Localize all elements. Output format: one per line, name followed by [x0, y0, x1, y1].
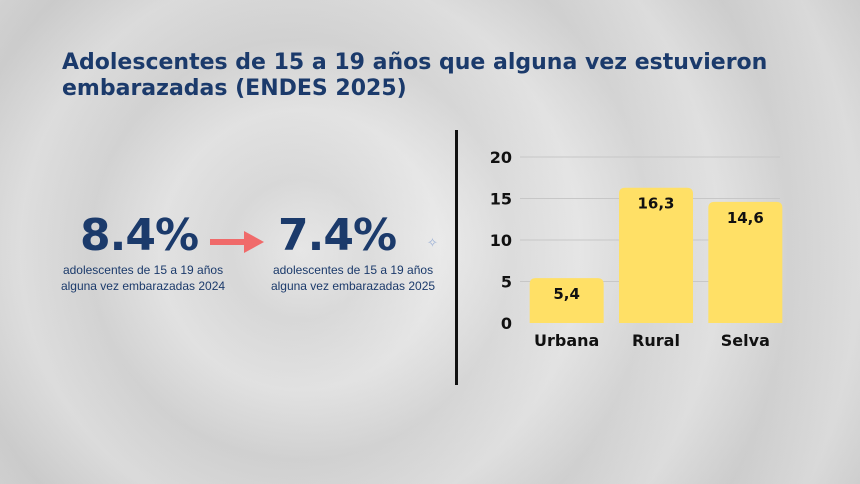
y-tick-label: 5 — [501, 273, 512, 292]
stat-2024-caption: adolescentes de 15 a 19 años alguna vez … — [48, 262, 238, 294]
y-tick-label: 10 — [490, 231, 512, 250]
x-tick-label: Urbana — [534, 331, 599, 350]
data-label: 5,4 — [553, 285, 580, 303]
slide-title: Adolescentes de 15 a 19 años que alguna … — [62, 50, 768, 101]
bar-selva — [708, 201, 783, 323]
stat-2025-caption-line1: adolescentes de 15 a 19 años — [272, 263, 434, 277]
y-tick-label: 20 — [490, 148, 512, 167]
stat-2025-value: 7.4% — [278, 210, 397, 261]
stat-2025-caption-line2: alguna vez embarazadas 2025 — [270, 279, 436, 293]
arrow-right-icon — [210, 231, 264, 253]
x-tick-label: Rural — [632, 331, 680, 350]
sparkle-icon: ✧ — [427, 235, 438, 250]
y-tick-label: 15 — [490, 190, 512, 209]
stat-2025-caption: adolescentes de 15 a 19 años alguna vez … — [258, 262, 448, 294]
bar-urbana — [529, 278, 604, 323]
y-tick-label: 0 — [501, 314, 512, 333]
data-label: 16,3 — [637, 195, 674, 213]
x-tick-label: Selva — [721, 331, 770, 350]
stat-2024-value: 8.4% — [80, 210, 199, 261]
stat-2024-caption-line1: adolescentes de 15 a 19 años — [62, 263, 224, 277]
bar-rural — [619, 187, 693, 323]
stat-2024-caption-line2: alguna vez embarazadas 2024 — [60, 279, 226, 293]
data-label: 14,6 — [727, 209, 764, 227]
divider — [455, 130, 458, 385]
